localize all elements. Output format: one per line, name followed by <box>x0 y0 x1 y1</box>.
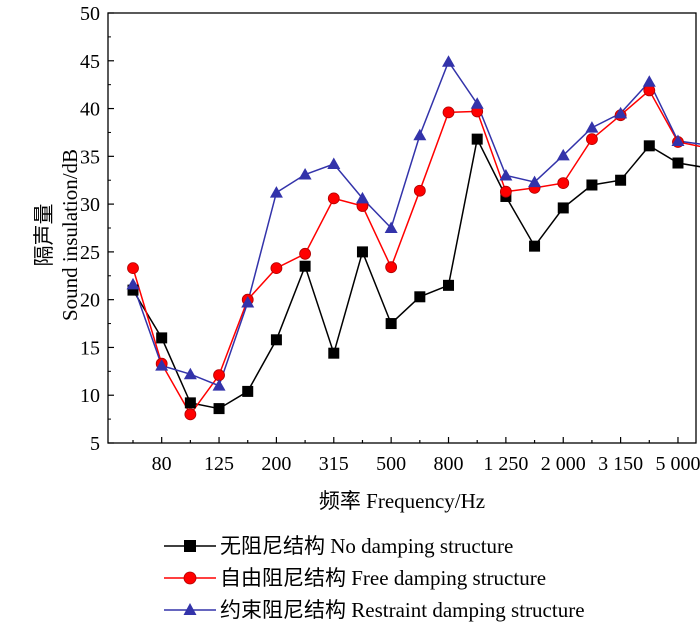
marker-restraint-damping <box>413 128 427 141</box>
marker-no-damping <box>529 240 541 252</box>
marker-restraint-damping <box>183 367 197 380</box>
marker-no-damping <box>156 332 168 344</box>
marker-free-damping <box>557 177 570 189</box>
marker-free-damping <box>299 247 311 260</box>
y-axis-title-line1: 隔声量 <box>32 204 56 267</box>
marker-restraint-damping <box>442 55 456 67</box>
marker-no-damping <box>443 279 455 291</box>
marker-restraint-damping <box>384 221 398 233</box>
y-tick-label: 45 <box>80 51 100 73</box>
y-axis-title-line2: Sound insulation/dB <box>58 149 82 321</box>
legend-label-no-damping: 无阻尼结构 No damping structure <box>220 534 514 558</box>
marker-no-damping <box>328 347 340 359</box>
marker-no-damping <box>586 179 598 191</box>
marker-free-damping <box>184 408 197 421</box>
marker-restraint-damping <box>212 379 226 391</box>
x-axis-title: 频率 Frequency/Hz <box>319 489 485 513</box>
marker-restraint-damping <box>155 359 169 371</box>
marker-free-damping <box>586 133 598 146</box>
legend: 无阻尼结构 No damping structure 自由阻尼结构 Free d… <box>162 532 682 628</box>
legend-swatch-no-damping <box>164 540 216 552</box>
y-axis-title: 隔声量Sound insulation/dB <box>32 149 82 321</box>
marker-restraint-damping <box>556 148 570 161</box>
marker-free-damping <box>127 262 139 275</box>
marker-restraint-damping <box>327 157 341 169</box>
legend-item-free-damping: 自由阻尼结构 Free damping structure <box>162 564 682 596</box>
marker-restraint-damping <box>614 106 628 119</box>
marker-free-damping <box>270 262 283 275</box>
y-tick-label: 30 <box>80 194 100 216</box>
marker-no-damping <box>414 291 426 303</box>
x-tick-label: 2 000 <box>541 453 586 475</box>
marker-restraint-damping <box>298 167 312 180</box>
marker-no-damping <box>643 140 655 152</box>
marker-free-damping <box>385 261 398 274</box>
marker-restraint-damping <box>499 168 513 181</box>
marker-free-damping <box>413 184 426 197</box>
marker-restraint-damping <box>126 277 140 290</box>
marker-restraint-damping <box>241 296 255 308</box>
marker-restraint-damping <box>269 186 283 198</box>
marker-restraint-damping <box>528 175 542 188</box>
x-tick-label: 1 250 <box>483 453 528 475</box>
legend-item-no-damping: 无阻尼结构 No damping structure <box>162 532 682 564</box>
marker-no-damping <box>672 157 684 169</box>
marker-no-damping <box>356 246 368 258</box>
legend-item-restraint-damping: 约束阻尼结构 Restraint damping structure <box>162 596 682 628</box>
marker-no-damping <box>557 202 569 214</box>
marker-no-damping <box>213 403 225 415</box>
x-tick-label: 5 000 <box>655 453 700 475</box>
y-tick-label: 15 <box>80 337 100 359</box>
legend-swatch-restraint-damping <box>164 603 216 615</box>
y-tick-label: 50 <box>80 3 100 25</box>
marker-no-damping <box>615 174 627 186</box>
marker-free-damping <box>442 106 455 119</box>
y-tick-label: 35 <box>80 146 100 168</box>
marker-restraint-damping <box>470 97 484 109</box>
y-tick-label: 10 <box>80 385 100 407</box>
marker-free-damping <box>499 185 512 198</box>
x-tick-label: 200 <box>261 453 291 475</box>
legend-swatch-free-damping <box>164 571 216 585</box>
y-tick-label: 25 <box>80 242 100 264</box>
x-tick-label: 80 <box>152 453 172 475</box>
marker-no-damping <box>471 133 483 145</box>
marker-no-damping <box>127 284 139 296</box>
chart-svg: 5 10 15 20 25 30 35 40 45 50 80 125 200 315 500 800 1 25… <box>32 3 700 513</box>
marker-no-damping <box>242 385 254 397</box>
x-tick-label: 315 <box>319 453 349 475</box>
series-line-no-damping <box>132 136 700 410</box>
y-tick-label: 40 <box>80 99 100 121</box>
y-tick-label: 5 <box>90 433 100 455</box>
marker-no-damping <box>270 334 282 346</box>
series-line-restraint-damping <box>132 60 700 387</box>
legend-label-free-damping: 自由阻尼结构 Free damping structure <box>220 566 547 590</box>
x-tick-label: 500 <box>376 453 406 475</box>
marker-restraint-damping <box>355 191 369 204</box>
y-tick-label: 20 <box>80 290 100 312</box>
marker-free-damping <box>327 192 340 205</box>
legend-label-restraint-damping: 约束阻尼结构 Restraint damping structure <box>220 598 585 622</box>
x-tick-label: 800 <box>434 453 464 475</box>
x-tick-label: 3 150 <box>598 453 643 475</box>
x-tick-label: 125 <box>204 453 234 475</box>
marker-restraint-damping <box>642 75 656 87</box>
marker-free-damping <box>213 369 225 382</box>
marker-no-damping <box>299 260 311 272</box>
marker-no-damping <box>385 318 397 330</box>
marker-restraint-damping <box>585 121 599 133</box>
marker-restraint-damping <box>671 134 685 147</box>
marker-no-damping <box>184 397 196 409</box>
